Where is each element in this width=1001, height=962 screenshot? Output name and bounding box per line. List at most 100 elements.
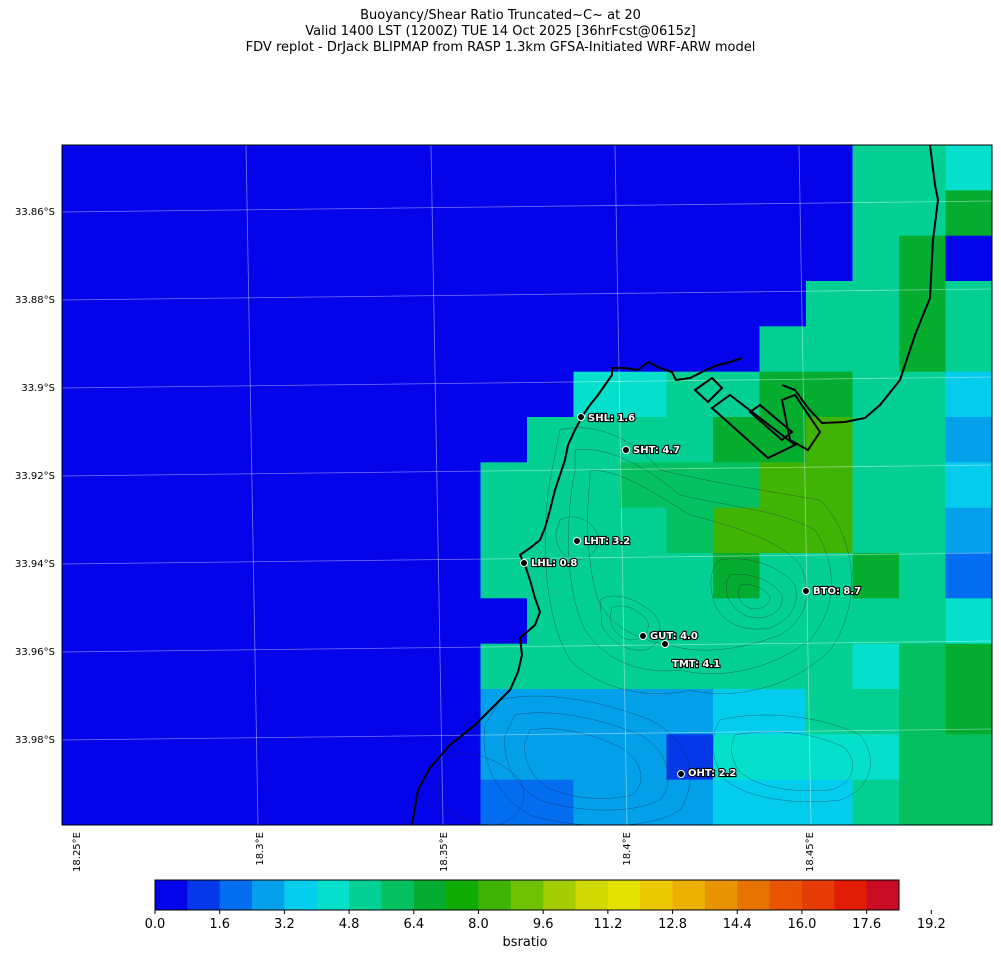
field-cell — [806, 779, 854, 825]
station-sht[interactable]: SHT: 4.7 — [622, 444, 681, 457]
terrain-contours — [437, 427, 871, 825]
field-cell — [62, 734, 110, 781]
station-label: BTO: 8.7 — [813, 586, 861, 597]
field-cell — [899, 553, 947, 599]
field-cell — [573, 190, 621, 237]
field-cell — [480, 734, 528, 781]
field-cell — [480, 462, 528, 509]
colorbar-tick-label: 4.8 — [339, 917, 360, 932]
colorbar-swatch — [834, 880, 868, 910]
field-cell — [527, 326, 575, 373]
field-cell — [527, 281, 575, 327]
field-cell — [945, 145, 992, 191]
field-cell — [434, 235, 482, 282]
field-cell — [434, 734, 482, 781]
field-cell — [666, 190, 714, 237]
field-cell — [387, 417, 435, 463]
colorbar-tick-label: 11.2 — [593, 917, 622, 932]
field-cell — [434, 281, 482, 327]
colorbar-swatch — [510, 880, 544, 910]
station-lht[interactable]: LHT: 3.2 — [573, 535, 631, 548]
colorbar-tick-label: 3.2 — [274, 917, 295, 932]
field-cell — [666, 689, 714, 735]
field-cell — [806, 507, 854, 554]
field-cell — [201, 734, 249, 781]
field-cell — [713, 779, 761, 825]
field-cell — [155, 643, 203, 690]
field-cell — [666, 326, 714, 373]
field-cell — [387, 145, 435, 191]
station-gut[interactable]: GUT: 4.0 — [639, 630, 699, 643]
field-cell — [852, 462, 900, 509]
field-cell — [108, 190, 156, 237]
field-cell — [62, 371, 110, 418]
field-cell — [248, 145, 296, 191]
field-cell — [480, 553, 528, 599]
station-label: LHT: 3.2 — [584, 536, 630, 547]
field-cell — [201, 507, 249, 554]
field-cell — [341, 734, 389, 781]
field-cell — [108, 689, 156, 735]
field-cell — [434, 507, 482, 554]
title-line-2: Valid 1400 LST (1200Z) TUE 14 Oct 2025 [… — [305, 24, 696, 39]
field-cell — [620, 462, 668, 509]
field-cell — [480, 235, 528, 282]
lat-label: 33.9°S — [21, 383, 55, 394]
field-cell — [573, 417, 621, 463]
station-tmt[interactable]: TMT: 4.1 — [661, 640, 721, 671]
field-cell — [713, 190, 761, 237]
field-cell — [620, 553, 668, 599]
field-cell — [201, 371, 249, 418]
station-lhl[interactable]: LHL: 0.8 — [520, 557, 578, 570]
lat-lon-gridlines — [62, 145, 992, 825]
field-cell — [248, 281, 296, 327]
field-cell — [155, 507, 203, 554]
field-cell — [155, 598, 203, 645]
field-cell — [341, 371, 389, 418]
field-cell — [806, 190, 854, 237]
colorbar-swatch — [349, 880, 382, 910]
colorbar-ticks: 0.0 1.6 3.2 4.8 6.4 8.0 9.6 11.2 12.8 14.4 16.0 17.… — [145, 910, 946, 932]
field-cell — [806, 417, 854, 463]
field-cell — [434, 371, 482, 418]
field-cell — [713, 643, 761, 690]
field-cell — [62, 462, 110, 509]
field-cell — [434, 417, 482, 463]
field-cell — [62, 145, 110, 191]
field-cell — [62, 598, 110, 645]
colorbar-swatch — [284, 880, 318, 910]
field-cell — [899, 734, 947, 781]
field-cell — [248, 734, 296, 781]
title-line-3: FDV replot - DrJack BLIPMAP from RASP 1.… — [245, 40, 756, 55]
field-cell — [62, 326, 110, 373]
field-cell — [806, 235, 854, 282]
field-cell — [899, 281, 947, 327]
station-bto[interactable]: BTO: 8.7 — [802, 585, 862, 598]
field-cell — [387, 779, 435, 825]
station-shl[interactable]: SHL: 1.6 — [577, 412, 636, 425]
field-cell — [852, 371, 900, 418]
field-cell — [527, 462, 575, 509]
field-cell — [945, 643, 992, 690]
field-cell — [294, 371, 342, 418]
colorbar-swatch — [575, 880, 609, 910]
colorbar-swatch — [155, 880, 188, 910]
station-oht[interactable]: OHT: 2.2 — [677, 767, 737, 780]
field-cell — [62, 507, 110, 554]
field-cell — [248, 371, 296, 418]
field-cell — [294, 689, 342, 735]
field-cell — [945, 507, 992, 554]
field-cell — [713, 462, 761, 509]
field-cell — [852, 281, 900, 327]
field-cell — [387, 371, 435, 418]
field-cell — [573, 235, 621, 282]
colorbar-tick-label: 1.6 — [209, 917, 230, 932]
field-cell — [899, 507, 947, 554]
field-cell — [108, 553, 156, 599]
field-cell — [294, 281, 342, 327]
field-cell — [201, 235, 249, 282]
field-cell — [620, 507, 668, 554]
field-cell — [294, 779, 342, 825]
field-cell — [666, 281, 714, 327]
colorbar-swatches — [155, 880, 900, 910]
